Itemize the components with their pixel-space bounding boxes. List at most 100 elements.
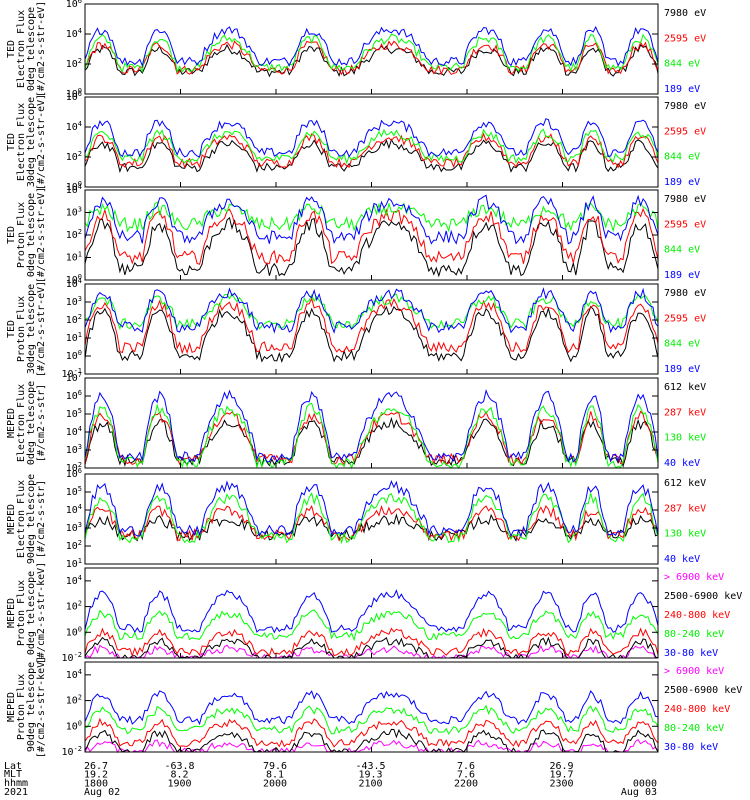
legend-entry: 287 keV xyxy=(664,503,706,514)
legend-entry: 844 eV xyxy=(664,339,700,350)
series-line xyxy=(84,138,659,174)
x-tick-label: 26.7 xyxy=(84,761,108,772)
series-line xyxy=(84,480,659,538)
y-tick-label: 100 xyxy=(66,625,82,638)
series-line xyxy=(84,132,659,169)
y-tick-label: 103 xyxy=(66,206,82,219)
series-line xyxy=(84,717,659,748)
legend-entry: 2595 eV xyxy=(664,126,706,137)
series-line xyxy=(84,627,659,657)
legend: 612 keV 287 keV 130 keV 40 keV xyxy=(664,478,706,565)
series-line xyxy=(84,388,659,464)
y-tick-label: 101 xyxy=(66,331,82,344)
y-tick-label: 10-2 xyxy=(62,651,82,664)
y-tick-label: 100 xyxy=(66,273,82,286)
legend-entry: 612 keV xyxy=(664,478,706,489)
y-tick-label: 10-2 xyxy=(62,745,82,758)
legend-entry: 189 eV xyxy=(664,364,700,375)
panel: 10-2 100 102 104 MEPEDProton Flux90deg teles… xyxy=(6,656,742,758)
row-labels: Lat MLT hhmm 2021 xyxy=(4,761,28,798)
y-tick-label: 106 xyxy=(66,0,82,10)
legend: 612 keV 287 keV 130 keV 40 keV xyxy=(664,382,706,469)
series-line xyxy=(84,513,659,542)
series-line xyxy=(84,292,659,331)
y-tick-label: 102 xyxy=(66,600,82,613)
x-tick-label: 2300 xyxy=(549,778,573,789)
legend-entry: 80-240 keV xyxy=(664,629,724,640)
y-tick-label: 102 xyxy=(66,694,82,707)
y-axis-label: MEPEDElectron Flux0deg telescope[#/cm2-s… xyxy=(6,381,47,465)
legend-entry: 2595 eV xyxy=(664,313,706,324)
y-tick-label: 100 xyxy=(66,349,82,362)
panel: 101 102 103 104 105 106 MEPEDElectron Flux90de… xyxy=(6,467,706,570)
series-line xyxy=(84,690,659,726)
legend-entry: > 6900 keV xyxy=(664,666,724,677)
legend: > 6900 keV 2500-6900 keV 240-800 keV 80-240… xyxy=(664,666,742,753)
legend-entry: 287 keV xyxy=(664,407,706,418)
legend-entry: 7980 eV xyxy=(664,101,706,112)
y-tick-label: 103 xyxy=(66,295,82,308)
x-tick-label: 8.2 xyxy=(170,770,188,781)
y-tick-label: 103 xyxy=(66,521,82,534)
x-tick-label: Aug 02 xyxy=(84,787,120,798)
y-tick-label: 102 xyxy=(66,57,82,70)
legend-entry: 189 eV xyxy=(664,177,700,188)
y-tick-label: 106 xyxy=(66,389,82,402)
y-tick-label: 104 xyxy=(66,277,82,290)
y-tick-label: 106 xyxy=(66,467,82,480)
y-tick-label: 100 xyxy=(66,87,82,100)
legend-entry: 2500-6900 keV xyxy=(664,685,742,696)
panel: 100 101 102 103 104 TEDProton Flux0deg telesc… xyxy=(6,183,706,286)
y-tick-label: 10-1 xyxy=(62,367,82,380)
series-line xyxy=(84,25,659,68)
y-tick-label: 100 xyxy=(66,719,82,732)
panel: 100 102 104 106 TEDElectron Flux0deg telesco… xyxy=(6,0,706,100)
series-line xyxy=(84,287,659,334)
series-line xyxy=(84,201,659,233)
legend-entry: 240-800 keV xyxy=(664,704,730,715)
x-tick-label: 19.2 xyxy=(84,770,108,781)
panel-frame xyxy=(84,567,659,659)
x-tick-label: 2000 xyxy=(263,778,287,789)
y-tick-label: 106 xyxy=(66,90,82,103)
x-tick-label: -63.8 xyxy=(164,761,194,772)
panel: 10-2 100 102 104 MEPEDProton Flux0deg telesc… xyxy=(6,562,742,664)
x-tick-label: 7.6 xyxy=(457,770,475,781)
legend-entry: > 6900 keV xyxy=(664,572,724,583)
legend: 7980 eV 2595 eV 844 eV 189 eV xyxy=(664,101,706,188)
series-line xyxy=(84,589,659,634)
y-axis-label: MEPEDElectron Flux90deg telescope[#/cm2-… xyxy=(6,474,47,564)
series-line xyxy=(84,704,659,735)
x-tick-label: 79.6 xyxy=(263,761,287,772)
x-tick-label: 7.6 xyxy=(457,761,475,772)
series-line xyxy=(84,33,659,74)
legend-entry: 844 eV xyxy=(664,152,700,163)
row-label: hhmm xyxy=(4,778,28,789)
x-tick-label: 2100 xyxy=(358,778,382,789)
legend: 7980 eV 2595 eV 844 eV 189 eV xyxy=(664,288,706,375)
x-tick-label: 26.9 xyxy=(549,761,573,772)
legend-entry: 40 keV xyxy=(664,458,700,469)
series-line xyxy=(84,609,659,642)
x-tick-label: -43.5 xyxy=(355,761,385,772)
y-tick-label: 104 xyxy=(66,120,82,133)
y-tick-label: 102 xyxy=(66,313,82,326)
y-tick-label: 104 xyxy=(66,27,82,40)
y-tick-label: 107 xyxy=(66,371,82,384)
series-line xyxy=(84,504,659,542)
legend-entry: 844 eV xyxy=(664,59,700,70)
row-label: 2021 xyxy=(4,787,28,798)
y-axis-label: TEDProton Flux0deg telescope[#/cm2-s-str… xyxy=(6,187,47,283)
legend-entry: 130 keV xyxy=(664,529,706,540)
y-axis-label: MEPEDProton Flux90deg telescope[#/cm2-s-… xyxy=(6,656,47,758)
legend-entry: 189 eV xyxy=(664,84,700,95)
y-tick-label: 105 xyxy=(66,485,82,498)
x-tick-label: 0000 xyxy=(633,778,657,789)
panel: 10-1 100 101 102 103 104 TEDProton Flux30deg t… xyxy=(6,277,706,380)
series-line xyxy=(84,128,659,165)
y-tick-label: 104 xyxy=(66,503,82,516)
y-tick-label: 102 xyxy=(66,150,82,163)
y-tick-label: 103 xyxy=(66,443,82,456)
